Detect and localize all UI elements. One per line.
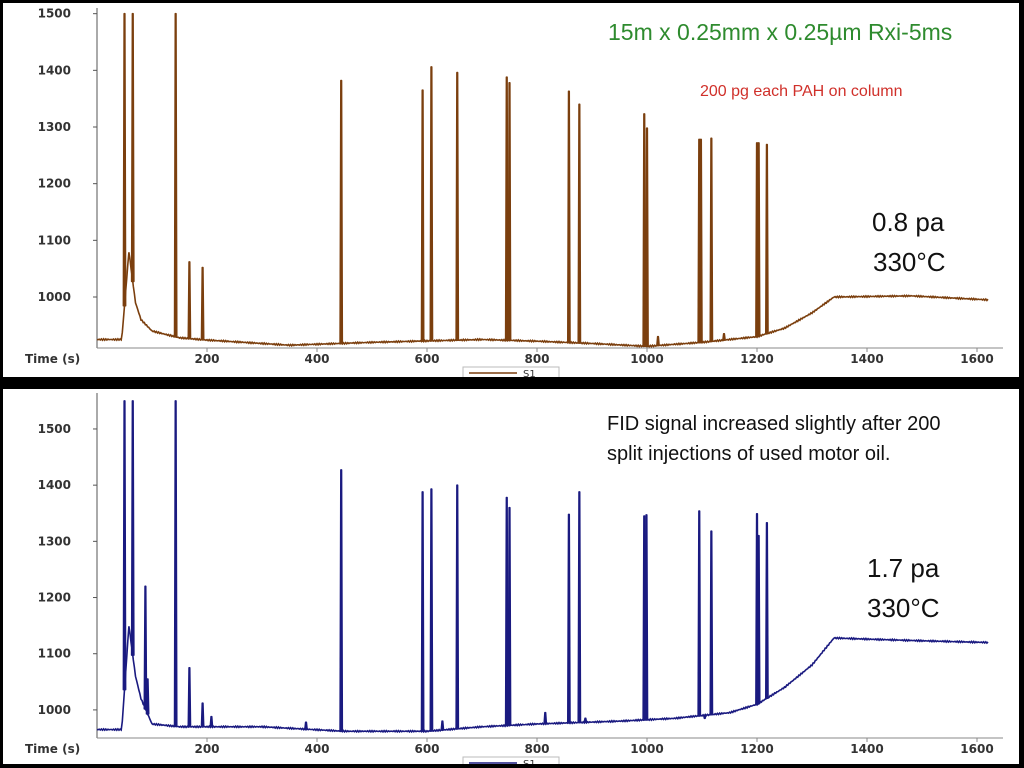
y-tick-label: 1100 bbox=[38, 233, 71, 247]
peak bbox=[756, 534, 761, 705]
peak bbox=[209, 715, 214, 728]
peak bbox=[722, 333, 726, 341]
peak bbox=[304, 721, 308, 730]
y-tick-label: 1200 bbox=[38, 591, 71, 605]
y-tick-label: 1000 bbox=[38, 703, 71, 717]
temp-annotation: 330°C bbox=[873, 247, 946, 277]
peak bbox=[577, 491, 582, 724]
fid-annotation-line1: FID signal increased slightly after 200 bbox=[607, 413, 941, 435]
top-chart-panel: 1000 1100 1200 1300 1400 1500 200 400 600 800 1000… bbox=[3, 3, 1019, 377]
peak bbox=[173, 12, 178, 338]
peak bbox=[122, 12, 127, 307]
x-tick-label: 1400 bbox=[850, 352, 883, 366]
x-tick-label: 800 bbox=[524, 352, 549, 366]
peak bbox=[577, 103, 582, 344]
y-tick-label: 1500 bbox=[38, 422, 71, 436]
peak bbox=[507, 82, 512, 342]
x-tick-label: 200 bbox=[194, 352, 219, 366]
temp-annotation: 330°C bbox=[867, 593, 940, 623]
y-tick-label: 1000 bbox=[38, 290, 71, 304]
y-tick-label: 1100 bbox=[38, 647, 71, 661]
peak bbox=[440, 720, 445, 731]
peak bbox=[130, 400, 135, 656]
baseline-trace bbox=[96, 626, 989, 734]
y-tick-label: 1300 bbox=[38, 534, 71, 548]
bottom-chromatogram: 1000 1100 1200 1300 1400 1500 200 400 600 800 1000… bbox=[25, 393, 1003, 764]
y-tick-label: 1500 bbox=[38, 7, 71, 21]
fid-annotation-line2: split injections of used motor oil. bbox=[607, 443, 891, 465]
peak bbox=[200, 266, 205, 341]
y-tick-label: 1300 bbox=[38, 120, 71, 134]
peak bbox=[697, 510, 702, 717]
y-tick-label: 1400 bbox=[38, 478, 71, 492]
peak bbox=[173, 400, 178, 728]
x-tick-label: 1200 bbox=[740, 742, 773, 756]
peak bbox=[583, 717, 588, 724]
peak bbox=[420, 89, 425, 342]
peak bbox=[429, 488, 434, 732]
x-tick-label: 1600 bbox=[960, 742, 993, 756]
top-chromatogram: 1000 1100 1200 1300 1400 1500 200 400 600 800 1000… bbox=[25, 7, 1003, 377]
baseline-trace bbox=[96, 252, 989, 348]
peak bbox=[656, 335, 660, 347]
x-tick-label: 400 bbox=[304, 742, 329, 756]
peak bbox=[709, 530, 714, 716]
peak bbox=[567, 513, 571, 724]
peak bbox=[429, 66, 434, 342]
peak bbox=[122, 400, 127, 691]
peak bbox=[339, 469, 344, 732]
peak bbox=[200, 702, 205, 728]
peak bbox=[504, 76, 509, 342]
x-tick-label: 600 bbox=[414, 742, 439, 756]
peak bbox=[339, 79, 344, 345]
x-tick-label: 400 bbox=[304, 352, 329, 366]
x-axis-label: Time (s) bbox=[25, 352, 80, 366]
bleed-annotation: 0.8 pa bbox=[872, 207, 945, 237]
peak bbox=[145, 678, 150, 715]
legend-box bbox=[462, 366, 560, 377]
peak bbox=[187, 261, 192, 340]
peak bbox=[644, 514, 649, 721]
legend-label: S1 bbox=[523, 759, 536, 764]
x-tick-label: 200 bbox=[194, 742, 219, 756]
peak bbox=[455, 484, 460, 730]
peak bbox=[702, 714, 707, 720]
peak bbox=[642, 113, 647, 347]
amount-annotation: 200 pg each PAH on column bbox=[700, 83, 903, 100]
y-tick-label: 1400 bbox=[38, 63, 71, 77]
legend-label: S1 bbox=[523, 369, 536, 377]
peak bbox=[187, 666, 192, 728]
x-axis-label: Time (s) bbox=[25, 742, 80, 756]
peak bbox=[645, 127, 649, 348]
x-tick-label: 1600 bbox=[960, 352, 993, 366]
peak bbox=[420, 491, 425, 733]
peak bbox=[143, 585, 148, 710]
peak bbox=[765, 521, 769, 700]
peak bbox=[567, 90, 571, 344]
peak bbox=[709, 137, 714, 343]
peak bbox=[455, 71, 460, 341]
x-tick-label: 1400 bbox=[850, 742, 883, 756]
peak bbox=[507, 506, 512, 727]
peak bbox=[756, 142, 761, 337]
peak bbox=[765, 143, 769, 335]
y-tick-label: 1200 bbox=[38, 177, 71, 191]
bottom-chart-panel: 1000 1100 1200 1300 1400 1500 200 400 600 800 1000… bbox=[3, 389, 1019, 764]
x-tick-label: 1000 bbox=[630, 352, 663, 366]
x-tick-label: 800 bbox=[524, 742, 549, 756]
x-tick-label: 1200 bbox=[740, 352, 773, 366]
column-annotation: 15m x 0.25mm x 0.25µm Rxi-5ms bbox=[608, 19, 953, 45]
peak bbox=[543, 711, 548, 725]
x-tick-label: 600 bbox=[414, 352, 439, 366]
peak bbox=[504, 496, 509, 727]
legend-box bbox=[462, 756, 560, 764]
x-tick-label: 1000 bbox=[630, 742, 663, 756]
peak bbox=[699, 138, 703, 344]
peak bbox=[130, 12, 135, 283]
bleed-annotation: 1.7 pa bbox=[867, 553, 940, 583]
